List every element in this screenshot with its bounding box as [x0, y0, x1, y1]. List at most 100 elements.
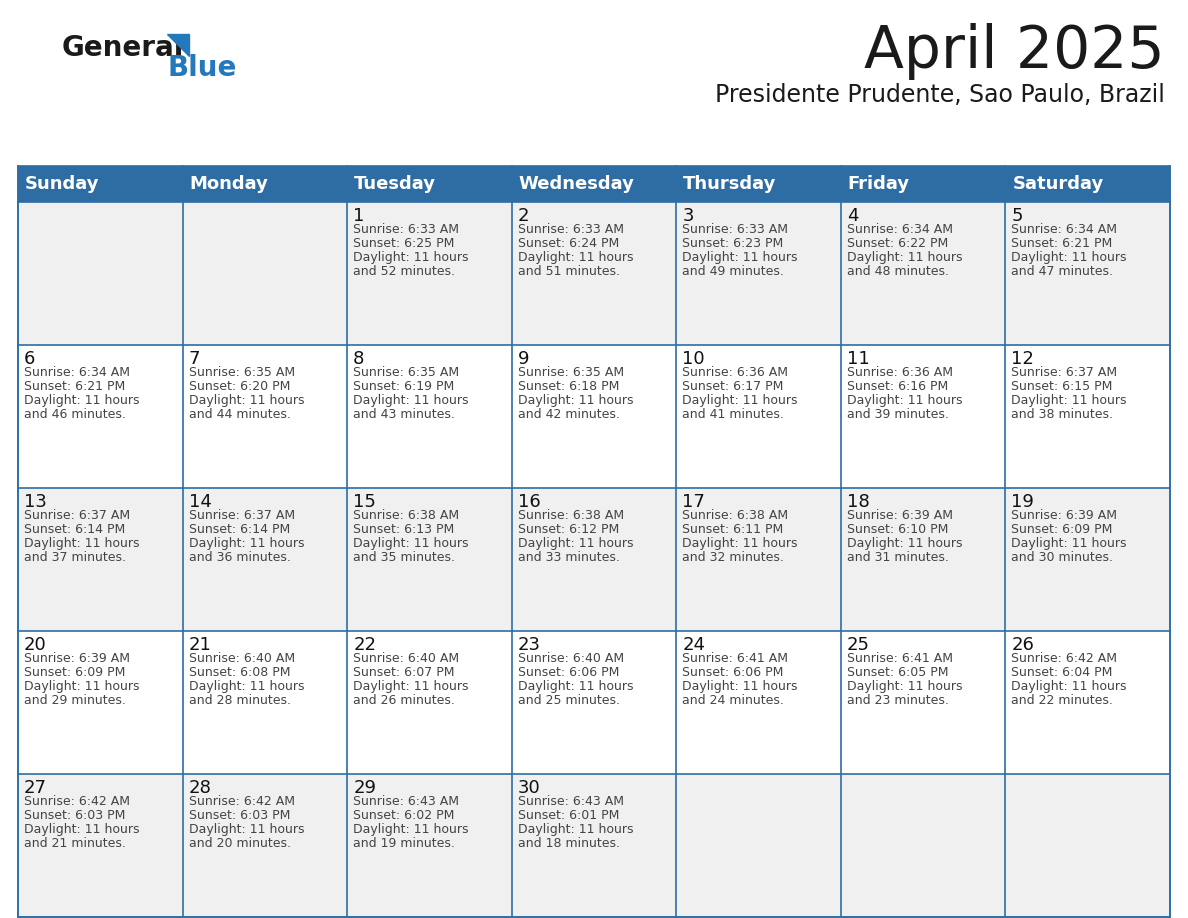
Bar — [1005, 631, 1170, 774]
Bar — [347, 202, 512, 345]
Text: and 24 minutes.: and 24 minutes. — [682, 694, 784, 707]
Bar — [841, 488, 1005, 631]
Bar — [347, 488, 512, 631]
Text: 15: 15 — [353, 493, 377, 511]
Bar — [676, 774, 841, 917]
Bar — [183, 774, 347, 917]
Text: Sunset: 6:09 PM: Sunset: 6:09 PM — [24, 666, 126, 679]
Text: Sunset: 6:14 PM: Sunset: 6:14 PM — [24, 523, 125, 536]
Text: Presidente Prudente, Sao Paulo, Brazil: Presidente Prudente, Sao Paulo, Brazil — [715, 83, 1165, 107]
Text: Sunrise: 6:36 AM: Sunrise: 6:36 AM — [847, 366, 953, 379]
Bar — [347, 345, 512, 488]
Bar — [1005, 345, 1170, 488]
Text: Daylight: 11 hours: Daylight: 11 hours — [682, 251, 798, 264]
Text: 4: 4 — [847, 207, 859, 225]
Bar — [676, 488, 841, 631]
Text: Sunset: 6:08 PM: Sunset: 6:08 PM — [189, 666, 290, 679]
Text: Sunrise: 6:37 AM: Sunrise: 6:37 AM — [24, 509, 131, 522]
Text: and 41 minutes.: and 41 minutes. — [682, 408, 784, 421]
Text: Sunset: 6:02 PM: Sunset: 6:02 PM — [353, 809, 455, 822]
Text: Daylight: 11 hours: Daylight: 11 hours — [353, 394, 468, 407]
Text: Sunset: 6:19 PM: Sunset: 6:19 PM — [353, 380, 454, 393]
Text: Sunrise: 6:36 AM: Sunrise: 6:36 AM — [682, 366, 789, 379]
Text: Sunrise: 6:33 AM: Sunrise: 6:33 AM — [682, 223, 789, 236]
Text: and 48 minutes.: and 48 minutes. — [847, 265, 949, 278]
Text: Sunrise: 6:42 AM: Sunrise: 6:42 AM — [1011, 652, 1118, 665]
Text: 16: 16 — [518, 493, 541, 511]
Text: Sunrise: 6:38 AM: Sunrise: 6:38 AM — [682, 509, 789, 522]
Text: Sunset: 6:21 PM: Sunset: 6:21 PM — [24, 380, 125, 393]
Text: Daylight: 11 hours: Daylight: 11 hours — [518, 537, 633, 550]
Text: and 25 minutes.: and 25 minutes. — [518, 694, 620, 707]
Bar — [841, 166, 1005, 202]
Text: Sunrise: 6:33 AM: Sunrise: 6:33 AM — [353, 223, 459, 236]
Text: and 21 minutes.: and 21 minutes. — [24, 837, 126, 850]
Text: 8: 8 — [353, 350, 365, 368]
Text: and 19 minutes.: and 19 minutes. — [353, 837, 455, 850]
Text: Sunset: 6:15 PM: Sunset: 6:15 PM — [1011, 380, 1113, 393]
Text: and 29 minutes.: and 29 minutes. — [24, 694, 126, 707]
Text: General: General — [62, 34, 184, 62]
Text: Sunset: 6:22 PM: Sunset: 6:22 PM — [847, 237, 948, 250]
Text: Daylight: 11 hours: Daylight: 11 hours — [1011, 251, 1127, 264]
Text: Sunset: 6:12 PM: Sunset: 6:12 PM — [518, 523, 619, 536]
Text: Sunrise: 6:41 AM: Sunrise: 6:41 AM — [682, 652, 789, 665]
Text: 26: 26 — [1011, 636, 1035, 654]
Text: and 51 minutes.: and 51 minutes. — [518, 265, 620, 278]
Text: 27: 27 — [24, 779, 48, 797]
Text: Daylight: 11 hours: Daylight: 11 hours — [353, 823, 468, 836]
Text: Daylight: 11 hours: Daylight: 11 hours — [518, 680, 633, 693]
Text: and 20 minutes.: and 20 minutes. — [189, 837, 291, 850]
Text: Sunrise: 6:35 AM: Sunrise: 6:35 AM — [189, 366, 295, 379]
Text: and 36 minutes.: and 36 minutes. — [189, 551, 290, 564]
Text: Monday: Monday — [190, 175, 268, 193]
Bar — [676, 202, 841, 345]
Text: Sunrise: 6:42 AM: Sunrise: 6:42 AM — [189, 795, 295, 808]
Text: 17: 17 — [682, 493, 706, 511]
Bar — [841, 631, 1005, 774]
Text: Sunset: 6:07 PM: Sunset: 6:07 PM — [353, 666, 455, 679]
Text: and 31 minutes.: and 31 minutes. — [847, 551, 949, 564]
Text: Sunset: 6:10 PM: Sunset: 6:10 PM — [847, 523, 948, 536]
Text: 20: 20 — [24, 636, 46, 654]
Bar — [841, 345, 1005, 488]
Text: Daylight: 11 hours: Daylight: 11 hours — [353, 680, 468, 693]
Text: Sunset: 6:16 PM: Sunset: 6:16 PM — [847, 380, 948, 393]
Bar — [512, 202, 676, 345]
Text: Saturday: Saturday — [1012, 175, 1104, 193]
Text: Daylight: 11 hours: Daylight: 11 hours — [847, 537, 962, 550]
Text: 22: 22 — [353, 636, 377, 654]
Text: Sunset: 6:23 PM: Sunset: 6:23 PM — [682, 237, 784, 250]
Text: Sunrise: 6:38 AM: Sunrise: 6:38 AM — [518, 509, 624, 522]
Text: Sunset: 6:01 PM: Sunset: 6:01 PM — [518, 809, 619, 822]
Text: 3: 3 — [682, 207, 694, 225]
Bar — [18, 202, 183, 345]
Bar — [183, 166, 347, 202]
Bar — [512, 345, 676, 488]
Text: Sunset: 6:09 PM: Sunset: 6:09 PM — [1011, 523, 1113, 536]
Text: Sunrise: 6:40 AM: Sunrise: 6:40 AM — [518, 652, 624, 665]
Bar — [1005, 488, 1170, 631]
Text: Sunrise: 6:33 AM: Sunrise: 6:33 AM — [518, 223, 624, 236]
Bar — [512, 166, 676, 202]
Bar — [18, 166, 183, 202]
Bar — [676, 166, 841, 202]
Bar — [347, 631, 512, 774]
Bar — [676, 631, 841, 774]
Text: and 47 minutes.: and 47 minutes. — [1011, 265, 1113, 278]
Text: 19: 19 — [1011, 493, 1035, 511]
Text: Sunset: 6:24 PM: Sunset: 6:24 PM — [518, 237, 619, 250]
Text: Daylight: 11 hours: Daylight: 11 hours — [682, 537, 798, 550]
Bar — [18, 166, 1170, 917]
Bar — [1005, 774, 1170, 917]
Text: Daylight: 11 hours: Daylight: 11 hours — [24, 823, 139, 836]
Text: Sunrise: 6:35 AM: Sunrise: 6:35 AM — [518, 366, 624, 379]
Text: Daylight: 11 hours: Daylight: 11 hours — [847, 394, 962, 407]
Text: and 46 minutes.: and 46 minutes. — [24, 408, 126, 421]
Text: and 28 minutes.: and 28 minutes. — [189, 694, 291, 707]
Text: 23: 23 — [518, 636, 541, 654]
Bar — [676, 345, 841, 488]
Text: Daylight: 11 hours: Daylight: 11 hours — [682, 394, 798, 407]
Bar — [183, 488, 347, 631]
Polygon shape — [168, 34, 189, 56]
